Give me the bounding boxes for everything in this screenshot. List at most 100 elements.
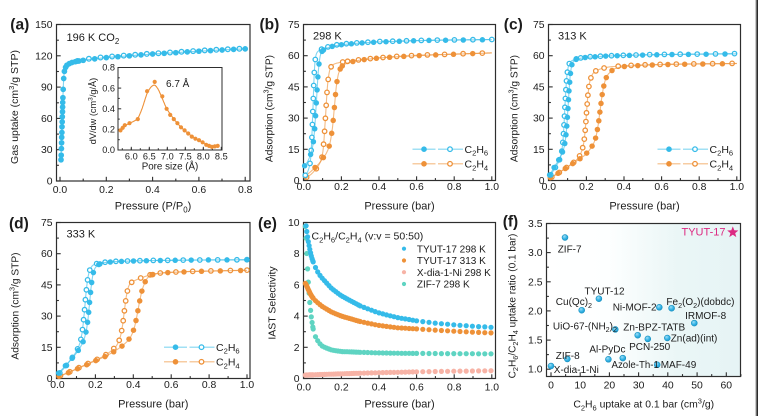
svg-text:(b): (b) (260, 17, 280, 34)
svg-text:Pore size (Å): Pore size (Å) (142, 162, 199, 173)
svg-text:C2H6: C2H6 (710, 144, 734, 158)
svg-text:0.0: 0.0 (53, 185, 68, 196)
svg-text:C2H4: C2H4 (465, 159, 489, 173)
svg-text:0.4: 0.4 (102, 104, 115, 114)
svg-text:40: 40 (662, 381, 674, 392)
svg-text:6: 6 (294, 280, 300, 291)
svg-text:UiO-67-(NH2)2: UiO-67-(NH2)2 (553, 322, 617, 335)
svg-text:C2H6 uptake at 0.1 bar (cm3/g): C2H6 uptake at 0.1 bar (cm3/g) (573, 397, 714, 413)
svg-text:Pressure (bar): Pressure (bar) (364, 201, 434, 213)
svg-text:8: 8 (294, 249, 300, 260)
svg-text:1.0: 1.0 (485, 383, 500, 394)
svg-text:Zn-BPZ-TATB: Zn-BPZ-TATB (623, 323, 685, 334)
svg-text:8.5: 8.5 (215, 152, 228, 162)
svg-text:(d): (d) (9, 216, 29, 233)
svg-text:0.8: 0.8 (238, 185, 253, 196)
svg-text:ZIF-7 298 K: ZIF-7 298 K (417, 280, 470, 291)
svg-text:X-dia-1-Ni 298 K: X-dia-1-Ni 298 K (417, 268, 491, 279)
svg-text:0.4: 0.4 (372, 182, 387, 193)
svg-text:0.6: 0.6 (409, 182, 424, 193)
svg-text:30: 30 (41, 312, 53, 323)
svg-text:10: 10 (574, 381, 586, 392)
svg-text:ZIF-8: ZIF-8 (556, 351, 580, 362)
svg-text:0: 0 (539, 176, 545, 187)
svg-text:(e): (e) (258, 216, 277, 233)
svg-text:50: 50 (691, 381, 703, 392)
svg-text:45: 45 (533, 82, 545, 93)
svg-text:30: 30 (288, 114, 300, 125)
svg-text:2: 2 (294, 343, 300, 354)
svg-text:0: 0 (47, 177, 53, 188)
svg-text:75: 75 (533, 20, 545, 31)
svg-text:Azole-Th-1: Azole-Th-1 (612, 360, 659, 371)
svg-text:IAST Selectivity: IAST Selectivity (267, 266, 279, 340)
svg-text:0.2: 0.2 (334, 182, 349, 193)
svg-text:20: 20 (604, 381, 616, 392)
svg-text:1.0: 1.0 (485, 182, 500, 193)
svg-text:150: 150 (35, 20, 53, 31)
svg-text:60: 60 (41, 249, 53, 260)
svg-text:30: 30 (633, 381, 645, 392)
svg-text:60: 60 (41, 114, 53, 125)
svg-text:(f): (f) (503, 214, 519, 231)
svg-text:0.6: 0.6 (192, 185, 207, 196)
svg-text:0.0: 0.0 (542, 182, 557, 193)
svg-text:TYUT-17 298 K: TYUT-17 298 K (417, 244, 486, 255)
svg-text:0.0: 0.0 (297, 182, 312, 193)
svg-text:0.8: 0.8 (447, 182, 462, 193)
svg-text:0.0: 0.0 (297, 383, 312, 394)
svg-text:0.8: 0.8 (692, 182, 707, 193)
svg-text:0.0: 0.0 (102, 145, 115, 155)
svg-text:120: 120 (35, 51, 53, 62)
svg-text:0.0: 0.0 (50, 380, 65, 391)
svg-text:0.8: 0.8 (447, 383, 462, 394)
svg-text:ZIF-7: ZIF-7 (558, 245, 582, 256)
svg-text:0.2: 0.2 (334, 383, 349, 394)
svg-text:60: 60 (288, 51, 300, 62)
svg-text:Fe2(O2)(dobdc): Fe2(O2)(dobdc) (666, 297, 734, 310)
svg-text:TYUT-17: TYUT-17 (681, 227, 725, 239)
svg-text:60: 60 (533, 51, 545, 62)
svg-text:45: 45 (288, 82, 300, 93)
svg-text:0.6: 0.6 (102, 83, 115, 93)
svg-text:8.0: 8.0 (197, 152, 210, 162)
svg-text:333 K: 333 K (67, 229, 96, 241)
svg-text:0.8: 0.8 (202, 380, 217, 391)
svg-text:Adsorption (cm3/g STP): Adsorption (cm3/g STP) (262, 55, 276, 162)
svg-text:C2H4: C2H4 (216, 357, 240, 371)
svg-text:0: 0 (548, 381, 554, 392)
svg-text:Pressure (P/P0): Pressure (P/P0) (115, 201, 192, 215)
svg-text:(a): (a) (10, 17, 29, 34)
svg-text:7.5: 7.5 (179, 152, 192, 162)
svg-text:6.0: 6.0 (125, 152, 138, 162)
svg-text:6.5: 6.5 (143, 152, 156, 162)
svg-text:0: 0 (294, 374, 300, 385)
svg-text:Ni-MOF-2: Ni-MOF-2 (613, 303, 657, 314)
svg-text:C2H6: C2H6 (216, 342, 240, 356)
svg-text:0.4: 0.4 (372, 383, 387, 394)
svg-text:C2H6/C2H4 uptake ratio (0.1 ba: C2H6/C2H4 uptake ratio (0.1 bar) (508, 234, 521, 379)
svg-text:Gas uptake (cm3/g STP): Gas uptake (cm3/g STP) (7, 50, 21, 164)
svg-text:45: 45 (41, 280, 53, 291)
svg-text:Cu(Qc)2: Cu(Qc)2 (556, 297, 592, 310)
svg-text:dV/dw (cm3/g/Å): dV/dw (cm3/g/Å) (88, 78, 99, 144)
svg-text:30: 30 (41, 145, 53, 156)
svg-text:7.0: 7.0 (161, 152, 174, 162)
svg-text:15: 15 (533, 145, 545, 156)
svg-text:0.2: 0.2 (102, 125, 115, 135)
svg-text:Zn(ad)(int): Zn(ad)(int) (671, 333, 718, 344)
svg-text:1.0: 1.0 (240, 380, 255, 391)
svg-text:(c): (c) (504, 17, 523, 34)
svg-text:3.0: 3.0 (528, 248, 543, 259)
svg-text:0: 0 (294, 176, 300, 187)
svg-text:Adsorption (cm3/g STP): Adsorption (cm3/g STP) (507, 55, 521, 162)
svg-text:C2H4: C2H4 (710, 159, 734, 173)
svg-text:0.8: 0.8 (102, 63, 115, 73)
svg-text:313 K: 313 K (558, 31, 587, 43)
svg-text:2.0: 2.0 (528, 306, 543, 317)
svg-text:90: 90 (41, 83, 53, 94)
svg-text:4: 4 (294, 312, 300, 323)
svg-text:0.4: 0.4 (617, 182, 632, 193)
svg-text:30: 30 (533, 114, 545, 125)
svg-text:3.5: 3.5 (528, 219, 543, 230)
